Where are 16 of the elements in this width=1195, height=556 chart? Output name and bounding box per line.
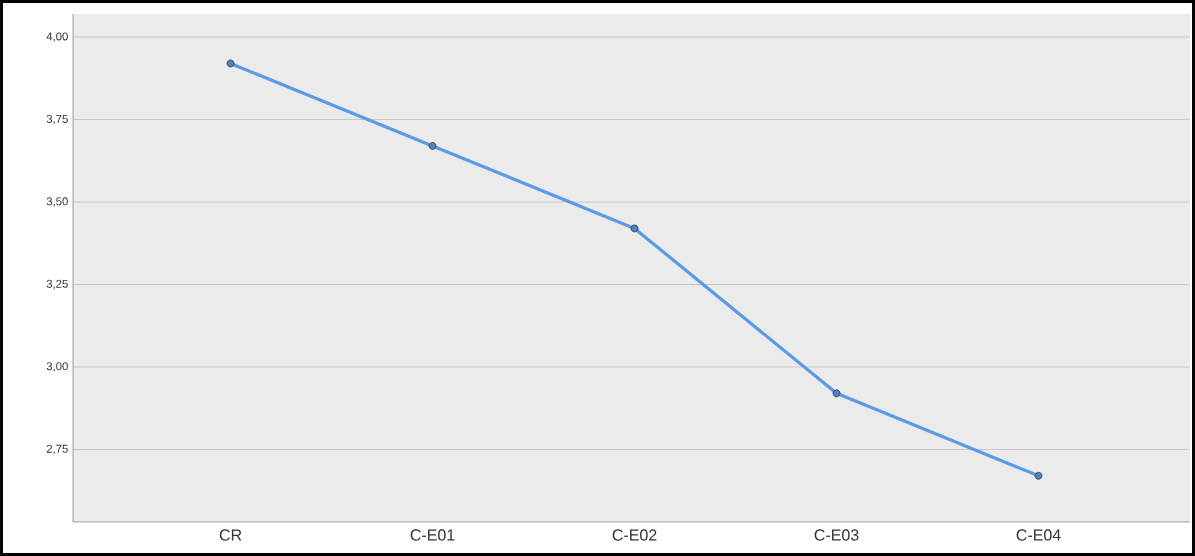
x-tick-label: CR [219,529,242,541]
x-tick-label: C-E01 [410,529,455,541]
point [832,389,841,398]
y-tick-label: 3,75 [46,114,68,125]
point [226,59,235,68]
y-tick-label: 2,75 [46,444,68,455]
point [428,142,437,150]
x-tick-label: C-E03 [814,529,859,541]
y-tick-label: 3,50 [46,197,68,207]
point [630,224,639,233]
x-tick-label: C-E02 [612,529,657,541]
point [1034,471,1043,480]
y-tick-label: 4,00 [46,32,68,42]
x-tick-label: C-E04 [1016,529,1061,541]
y-tick-label: 3,25 [46,279,68,290]
y-tick-label: 3,00 [46,362,68,372]
